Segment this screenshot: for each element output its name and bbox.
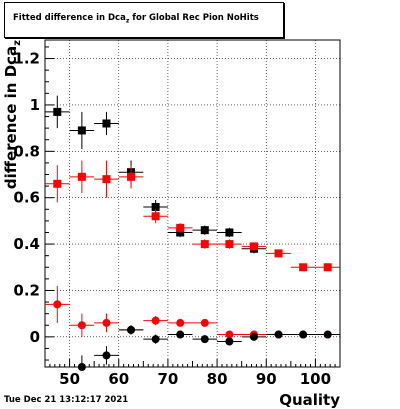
- x-tick-label: 50: [59, 370, 80, 388]
- y-tick-label: 0.2: [13, 281, 40, 299]
- data-point-circle: [102, 318, 111, 327]
- y-tick-label: 0.6: [13, 189, 40, 207]
- y-tick-label: 0: [30, 328, 40, 346]
- data-point-circle: [323, 330, 332, 339]
- data-point-circle: [151, 335, 160, 344]
- data-point-square: [323, 263, 332, 272]
- y-axis-label: difference in Dcaz: [2, 40, 23, 189]
- data-point-square: [274, 249, 283, 258]
- x-tick-label: 80: [207, 370, 228, 388]
- data-point-circle: [225, 337, 234, 346]
- title-box: Fitted difference in Dcaz for Global Rec…: [4, 2, 284, 38]
- data-point-square: [77, 172, 86, 181]
- chart-title-main: Fitted difference in Dca: [13, 13, 126, 23]
- data-point-circle: [151, 316, 160, 325]
- timestamp-footer: Tue Dec 21 13:12:17 2021: [4, 395, 129, 405]
- data-point-square: [299, 263, 308, 272]
- data-point-square: [151, 212, 160, 221]
- data-point-circle: [102, 351, 111, 360]
- data-point-circle: [176, 330, 185, 339]
- data-point-square: [200, 240, 209, 249]
- data-point-circle: [77, 363, 86, 371]
- data-point-square: [225, 240, 234, 249]
- y-axis-label-main: difference in Dca: [2, 46, 20, 189]
- data-point-square: [225, 228, 234, 237]
- data-point-circle: [127, 325, 136, 334]
- x-tick-label: 70: [157, 370, 178, 388]
- x-tick-label: 60: [108, 370, 129, 388]
- data-point-square: [102, 175, 111, 184]
- data-point-square: [102, 119, 111, 128]
- data-point-circle: [225, 330, 234, 339]
- x-tick-label: 100: [300, 370, 331, 388]
- data-point-square: [151, 202, 160, 211]
- data-point-circle: [249, 332, 258, 341]
- data-point-square: [176, 223, 185, 232]
- data-point-circle: [77, 321, 86, 330]
- chart-title-rest: for Global Rec Pion NoHits: [129, 13, 259, 23]
- chart-title: Fitted difference in Dcaz for Global Rec…: [13, 13, 259, 25]
- series-2: [45, 160, 340, 272]
- x-tick-label: 90: [256, 370, 277, 388]
- data-point-circle: [274, 330, 283, 339]
- plot-frame: [44, 39, 341, 368]
- y-tick-label: 0.4: [13, 235, 40, 253]
- grid-layer: [45, 40, 340, 367]
- data-point-square: [53, 179, 62, 188]
- y-tick-label: 1.2: [13, 50, 40, 68]
- data-point-circle: [176, 318, 185, 327]
- data-point-circle: [53, 300, 62, 309]
- chart-title-sub: z: [125, 17, 130, 25]
- data-point-circle: [200, 335, 209, 344]
- data-point-square: [249, 242, 258, 251]
- y-tick-label: 0.8: [13, 142, 40, 160]
- data-point-square: [200, 226, 209, 235]
- data-point-square: [127, 172, 136, 181]
- data-point-square: [77, 126, 86, 135]
- series-3: [45, 285, 340, 339]
- series-4: [69, 325, 340, 371]
- x-axis-label: Quality: [279, 391, 340, 409]
- data-point-circle: [299, 330, 308, 339]
- data-point-square: [53, 107, 62, 116]
- data-layer: [45, 95, 340, 371]
- y-axis-label-sub: z: [12, 40, 23, 46]
- y-tick-label: 1: [30, 96, 40, 114]
- ticks-layer: 50 60 70 80 90 100 0 0.2 0.4 0.6 0.8 1 1.2: [13, 46, 336, 388]
- data-point-circle: [200, 318, 209, 327]
